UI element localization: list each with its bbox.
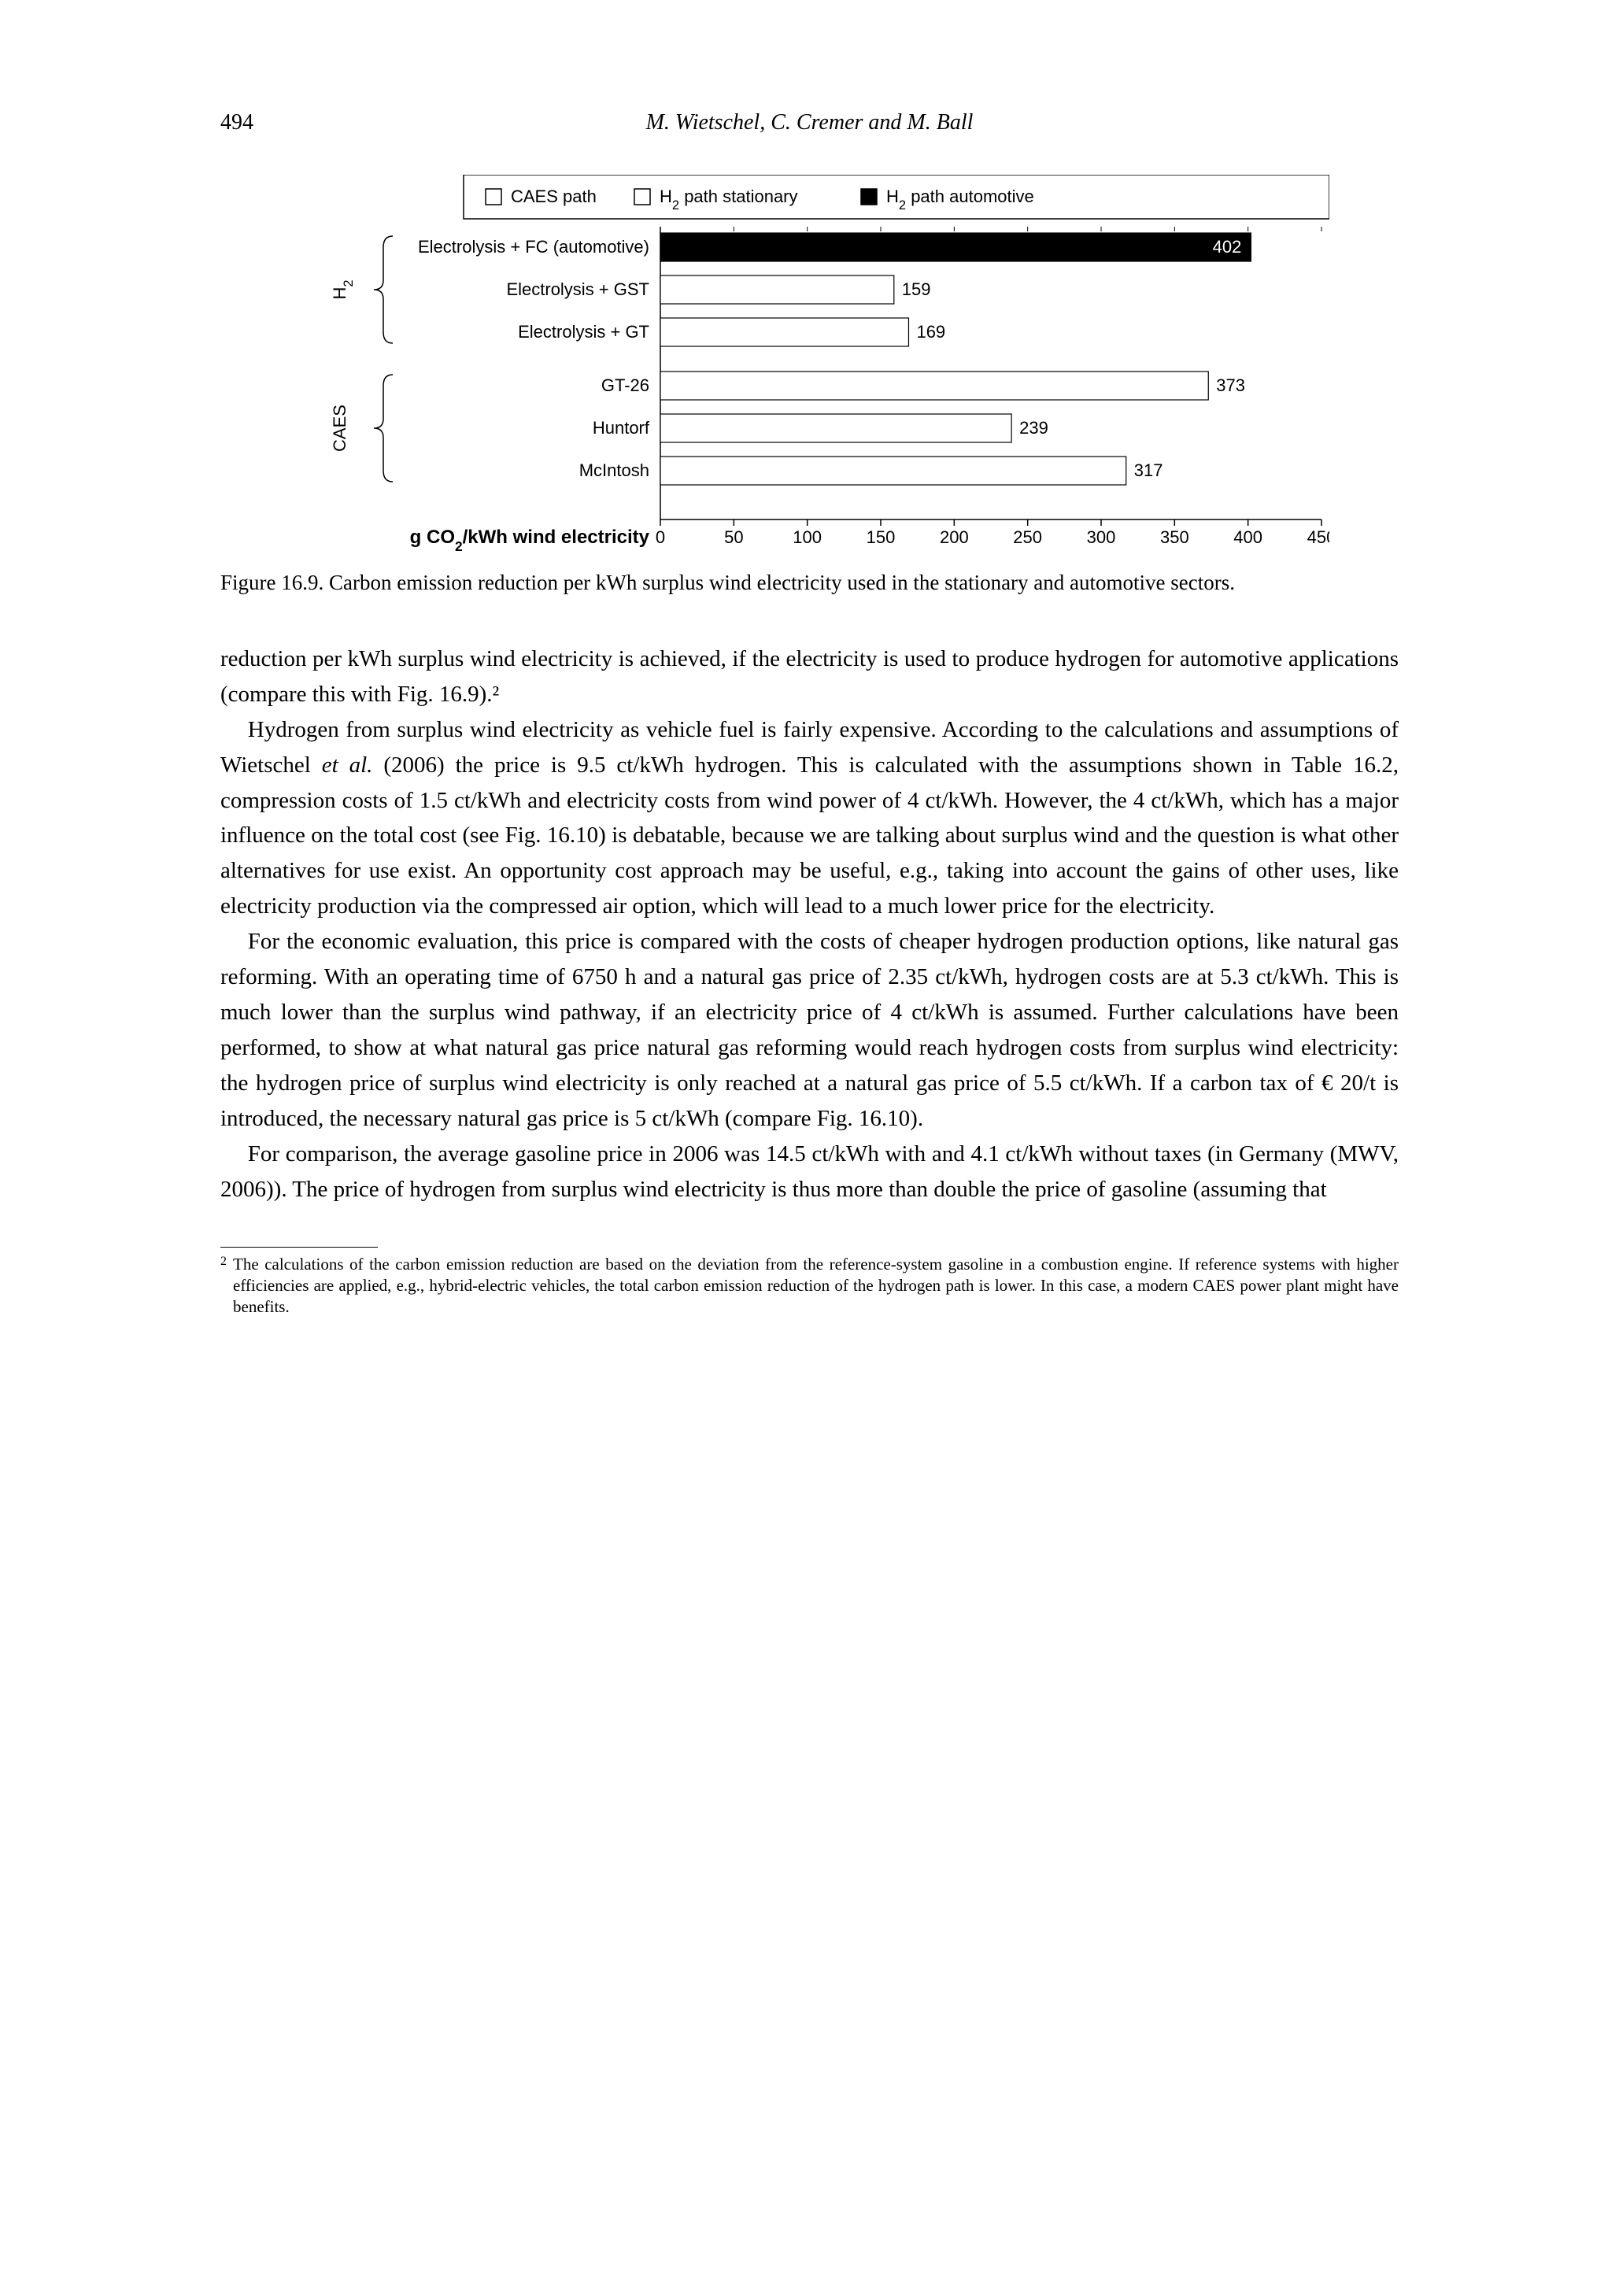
svg-text:239: 239 bbox=[1019, 418, 1048, 438]
svg-text:GT-26: GT-26 bbox=[601, 375, 649, 395]
bar-chart: CAES path H2 path stationary H2 path autom… bbox=[290, 175, 1329, 559]
svg-text:CAES path: CAES path bbox=[511, 187, 597, 206]
svg-text:200: 200 bbox=[939, 527, 968, 547]
authors: M. Wietschel, C. Cremer and M. Ball bbox=[253, 110, 1366, 135]
svg-text:Electrolysis + FC (automotive): Electrolysis + FC (automotive) bbox=[417, 237, 649, 257]
svg-text:350: 350 bbox=[1159, 527, 1188, 547]
footnote-marker: 2 bbox=[220, 1254, 227, 1318]
svg-text:H2: H2 bbox=[330, 279, 356, 299]
footnote-text: The calculations of the carbon emission … bbox=[233, 1254, 1399, 1318]
svg-text:400: 400 bbox=[1233, 527, 1262, 547]
svg-text:150: 150 bbox=[866, 527, 895, 547]
svg-text:169: 169 bbox=[916, 322, 945, 342]
paragraph-2: Hydrogen from surplus wind electricity a… bbox=[220, 712, 1399, 925]
svg-text:300: 300 bbox=[1086, 527, 1115, 547]
svg-text:McIntosh: McIntosh bbox=[578, 460, 649, 480]
paragraph-3: For the economic evaluation, this price … bbox=[220, 924, 1399, 1137]
paragraph-4: For comparison, the average gasoline pri… bbox=[220, 1137, 1399, 1207]
svg-text:450: 450 bbox=[1307, 527, 1329, 547]
svg-text:402: 402 bbox=[1212, 237, 1241, 257]
svg-text:373: 373 bbox=[1216, 375, 1245, 395]
svg-text:250: 250 bbox=[1013, 527, 1042, 547]
svg-text:Huntorf: Huntorf bbox=[592, 418, 649, 438]
svg-text:100: 100 bbox=[793, 527, 822, 547]
svg-text:0: 0 bbox=[655, 527, 664, 547]
svg-text:Electrolysis + GST: Electrolysis + GST bbox=[506, 279, 649, 299]
footnote-separator bbox=[220, 1247, 378, 1248]
paragraph-1: reduction per kWh surplus wind electrici… bbox=[220, 641, 1399, 712]
svg-text:g CO2/kWh wind electricity: g CO2/kWh wind electricity bbox=[409, 527, 649, 554]
page-number: 494 bbox=[220, 110, 253, 135]
svg-text:Electrolysis + GT: Electrolysis + GT bbox=[518, 322, 649, 342]
figure-16-9: CAES path H2 path stationary H2 path autom… bbox=[220, 175, 1399, 598]
svg-text:50: 50 bbox=[724, 527, 743, 547]
svg-text:317: 317 bbox=[1133, 460, 1163, 480]
svg-text:H2 path automotive: H2 path automotive bbox=[886, 187, 1034, 213]
svg-text:CAES: CAES bbox=[330, 405, 349, 452]
svg-text:159: 159 bbox=[901, 279, 930, 299]
body-text: reduction per kWh surplus wind electrici… bbox=[220, 641, 1399, 1207]
page-header: 494 M. Wietschel, C. Cremer and M. Ball … bbox=[220, 110, 1399, 135]
footnote: 2 The calculations of the carbon emissio… bbox=[220, 1254, 1399, 1318]
svg-text:H2 path stationary: H2 path stationary bbox=[660, 187, 798, 213]
figure-caption: Figure 16.9. Carbon emission reduction p… bbox=[220, 568, 1399, 598]
